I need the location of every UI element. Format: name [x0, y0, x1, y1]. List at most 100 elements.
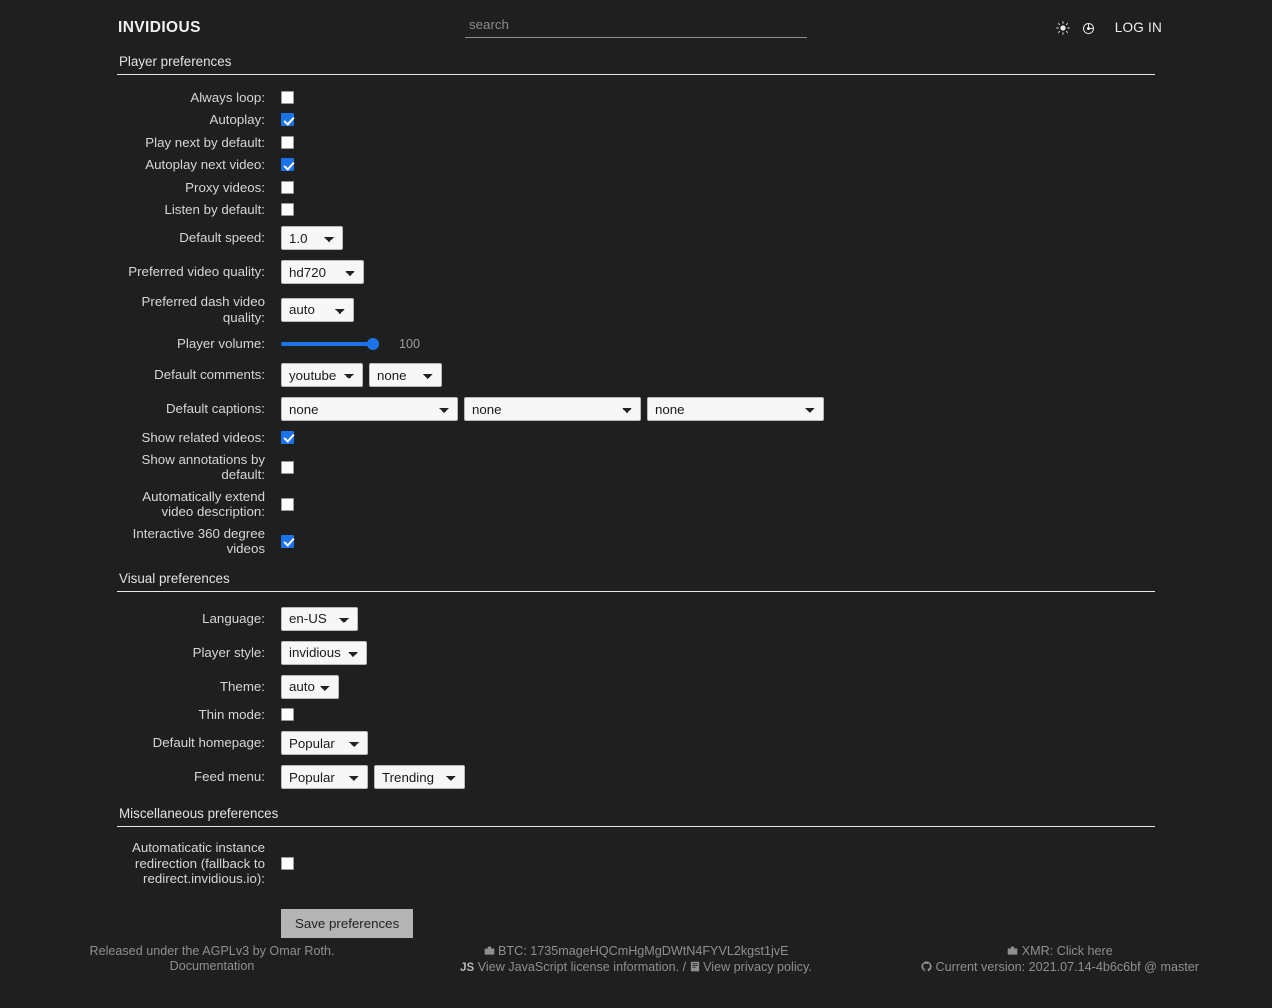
row-autoplay-next: Autoplay next video: — [117, 154, 1155, 177]
checkbox-proxy-videos[interactable] — [281, 180, 294, 194]
row-dash-quality: Preferred dash video quality: auto — [117, 289, 1155, 330]
select-default-homepage[interactable]: Popular — [281, 731, 368, 755]
label-player-style: Player style: — [192, 644, 265, 660]
footer-right: XMR: Click here Current version: 2021.07… — [848, 938, 1272, 983]
select-player-style[interactable]: invidious — [281, 640, 367, 665]
label-autoplay: Autoplay: — [209, 112, 265, 127]
checkbox-play-next[interactable] — [281, 135, 294, 149]
select-video-quality[interactable]: hd720 — [281, 260, 364, 284]
checkbox-autoplay-next[interactable] — [281, 158, 294, 172]
row-player-volume: Player volume: 100 — [117, 330, 1155, 358]
footer-separator: / — [682, 960, 687, 975]
row-always-loop: Always loop: — [117, 86, 1155, 109]
search-input[interactable] — [465, 14, 807, 38]
row-interactive-360: Interactive 360 degree videos — [117, 523, 1155, 560]
save-preferences-button[interactable]: Save preferences — [281, 908, 414, 938]
row-proxy-videos: Proxy videos: — [117, 176, 1155, 199]
money-bag-icon — [1007, 945, 1018, 960]
section-title-visual: Visual preferences — [117, 571, 1155, 592]
github-icon — [921, 961, 932, 976]
navbar: INVIDIOUS — [0, 0, 1272, 54]
row-language: Language: en-US — [117, 602, 1155, 636]
checkbox-extend-description[interactable] — [281, 497, 294, 511]
row-related-videos: Show related videos: — [117, 426, 1155, 449]
select-captions-2[interactable]: none — [464, 397, 641, 421]
footer-privacy-link[interactable]: View privacy policy. — [703, 960, 812, 975]
footer-xmr-link[interactable]: XMR: Click here — [1021, 944, 1113, 958]
navbar-actions: LOG IN — [1050, 18, 1162, 38]
checkbox-related-videos[interactable] — [281, 430, 294, 444]
footer: Released under the AGPLv3 by Omar Roth. … — [0, 938, 1272, 983]
slider-player-volume[interactable] — [281, 337, 379, 351]
select-comments-primary[interactable]: youtube — [281, 363, 363, 387]
label-default-homepage: Default homepage: — [152, 735, 265, 751]
row-default-speed: Default speed: 1.0 — [117, 221, 1155, 255]
footer-left: Released under the AGPLv3 by Omar Roth. … — [0, 938, 424, 983]
checkbox-listen-default[interactable] — [281, 203, 294, 217]
checkbox-always-loop[interactable] — [281, 90, 294, 104]
label-proxy-videos: Proxy videos: — [185, 179, 265, 195]
footer-version-link[interactable]: Current version: 2021.07.14-4b6c6bf @ ma… — [935, 960, 1199, 975]
label-always-loop: Always loop: — [190, 89, 265, 105]
checkbox-auto-redirect[interactable] — [281, 856, 294, 870]
section-title-misc: Miscellaneous preferences — [117, 806, 1155, 827]
row-feed-menu: Feed menu: Popular Trending — [117, 760, 1155, 794]
footer-license-text: Released under the AGPLv3 by Omar Roth. — [89, 944, 335, 958]
row-theme: Theme: auto — [117, 670, 1155, 704]
label-player-volume: Player volume: — [177, 336, 265, 352]
footer-js-license-link[interactable]: View JavaScript license information. — [477, 960, 680, 975]
money-bag-icon — [484, 945, 495, 960]
label-annotations: Show annotations by default: — [141, 451, 265, 483]
row-autoplay: Autoplay: — [117, 109, 1155, 132]
row-video-quality: Preferred video quality: hd720 — [117, 255, 1155, 289]
footer-center: BTC: 1735mageHQCmHgMgDWtN4FYVL2kgst1jvE … — [424, 938, 848, 983]
preferences-content: Player preferences Always loop: Autoplay… — [0, 54, 1272, 938]
row-auto-redirect: Automaticatic instance redirection (fall… — [117, 837, 1155, 890]
row-play-next: Play next by default: — [117, 131, 1155, 154]
row-default-captions: Default captions: none none none — [117, 392, 1155, 426]
label-listen-default: Listen by default: — [164, 202, 265, 217]
select-feed-menu-2[interactable]: Trending — [374, 765, 465, 789]
label-default-comments: Default comments: — [154, 367, 265, 383]
login-link[interactable]: LOG IN — [1114, 20, 1162, 35]
sun-icon[interactable] — [1050, 18, 1076, 38]
select-captions-1[interactable]: none — [281, 397, 458, 421]
row-extend-description: Automatically extend video description: — [117, 486, 1155, 523]
row-thin-mode: Thin mode: — [117, 704, 1155, 727]
row-default-homepage: Default homepage: Popular — [117, 726, 1155, 760]
footer-btc-link[interactable]: BTC: 1735mageHQCmHgMgDWtN4FYVL2kgst1jvE — [498, 944, 789, 958]
checkbox-thin-mode[interactable] — [281, 708, 294, 722]
search-box — [465, 14, 807, 38]
label-related-videos: Show related videos: — [141, 429, 265, 445]
row-player-style: Player style: invidious — [117, 636, 1155, 670]
label-language: Language: — [202, 610, 265, 626]
js-badge: JS — [460, 962, 475, 975]
label-interactive-360: Interactive 360 degree videos — [132, 525, 265, 557]
footer-documentation-link[interactable]: Documentation — [169, 959, 255, 974]
player-volume-value: 100 — [399, 337, 421, 351]
label-default-captions: Default captions: — [165, 401, 265, 417]
gear-icon[interactable] — [1076, 18, 1102, 38]
select-theme[interactable]: auto — [281, 674, 339, 699]
label-video-quality: Preferred video quality: — [128, 264, 265, 280]
checkbox-autoplay[interactable] — [281, 113, 294, 127]
label-auto-redirect: Automaticatic instance redirection (fall… — [131, 840, 265, 886]
select-language[interactable]: en-US — [281, 606, 358, 631]
checkbox-annotations[interactable] — [281, 460, 294, 474]
row-annotations: Show annotations by default: — [117, 449, 1155, 486]
row-listen-default: Listen by default: — [117, 199, 1155, 222]
select-default-speed[interactable]: 1.0 — [281, 226, 343, 250]
section-title-player: Player preferences — [117, 54, 1155, 75]
checkbox-interactive-360[interactable] — [281, 534, 294, 548]
brand-logo[interactable]: INVIDIOUS — [118, 19, 201, 36]
label-thin-mode: Thin mode: — [198, 707, 265, 722]
label-theme: Theme: — [219, 678, 265, 694]
select-captions-3[interactable]: none — [647, 397, 824, 421]
document-icon — [690, 961, 700, 976]
label-dash-quality: Preferred dash video quality: — [141, 294, 265, 325]
label-play-next: Play next by default: — [145, 134, 265, 150]
select-dash-quality[interactable]: auto — [281, 297, 354, 322]
select-comments-fallback[interactable]: none — [369, 363, 442, 387]
select-feed-menu-1[interactable]: Popular — [281, 765, 368, 789]
